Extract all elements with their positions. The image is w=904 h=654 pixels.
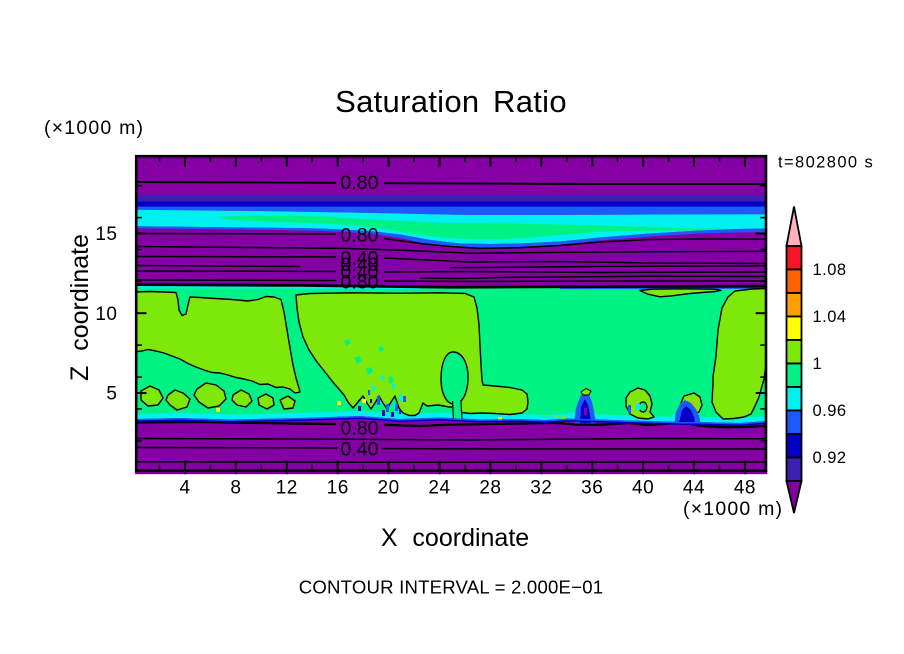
svg-text:0.96: 0.96 bbox=[813, 402, 847, 420]
svg-text:4: 4 bbox=[179, 478, 190, 499]
svg-text:0.92: 0.92 bbox=[813, 449, 847, 467]
svg-text:16: 16 bbox=[327, 478, 349, 499]
svg-text:1.08: 1.08 bbox=[813, 261, 847, 279]
svg-text:48: 48 bbox=[734, 478, 756, 499]
svg-text:(×1000 m): (×1000 m) bbox=[683, 498, 783, 520]
svg-text:0.40: 0.40 bbox=[341, 247, 379, 269]
svg-text:0.80: 0.80 bbox=[341, 417, 379, 439]
svg-text:(×1000 m): (×1000 m) bbox=[44, 117, 144, 139]
svg-text:1.04: 1.04 bbox=[813, 308, 847, 326]
svg-text:36: 36 bbox=[581, 478, 603, 499]
svg-text:44: 44 bbox=[683, 478, 705, 499]
svg-text:1: 1 bbox=[813, 355, 823, 373]
svg-text:10: 10 bbox=[95, 304, 117, 325]
svg-text:5: 5 bbox=[106, 384, 117, 405]
svg-text:8: 8 bbox=[230, 478, 241, 499]
svg-text:0.40: 0.40 bbox=[341, 254, 379, 276]
svg-text:0.80: 0.80 bbox=[341, 172, 379, 194]
svg-text:Z coordinate: Z coordinate bbox=[66, 234, 94, 381]
svg-text:Saturation Ratio: Saturation Ratio bbox=[335, 84, 567, 119]
svg-text:t=802800 s: t=802800 s bbox=[778, 154, 874, 172]
svg-text:32: 32 bbox=[530, 478, 552, 499]
svg-text:0.80: 0.80 bbox=[341, 271, 379, 293]
svg-text:CONTOUR INTERVAL = 2.000E−01: CONTOUR INTERVAL = 2.000E−01 bbox=[299, 577, 604, 598]
svg-text:0.80: 0.80 bbox=[341, 224, 379, 246]
svg-text:24: 24 bbox=[428, 478, 450, 499]
svg-text:28: 28 bbox=[479, 478, 501, 499]
svg-text:0.40: 0.40 bbox=[341, 261, 379, 283]
svg-text:12: 12 bbox=[276, 478, 298, 499]
svg-text:X coordinate: X coordinate bbox=[381, 524, 529, 552]
svg-text:0.40: 0.40 bbox=[341, 438, 379, 460]
svg-text:15: 15 bbox=[95, 224, 117, 245]
svg-text:20: 20 bbox=[378, 478, 400, 499]
svg-text:40: 40 bbox=[632, 478, 654, 499]
